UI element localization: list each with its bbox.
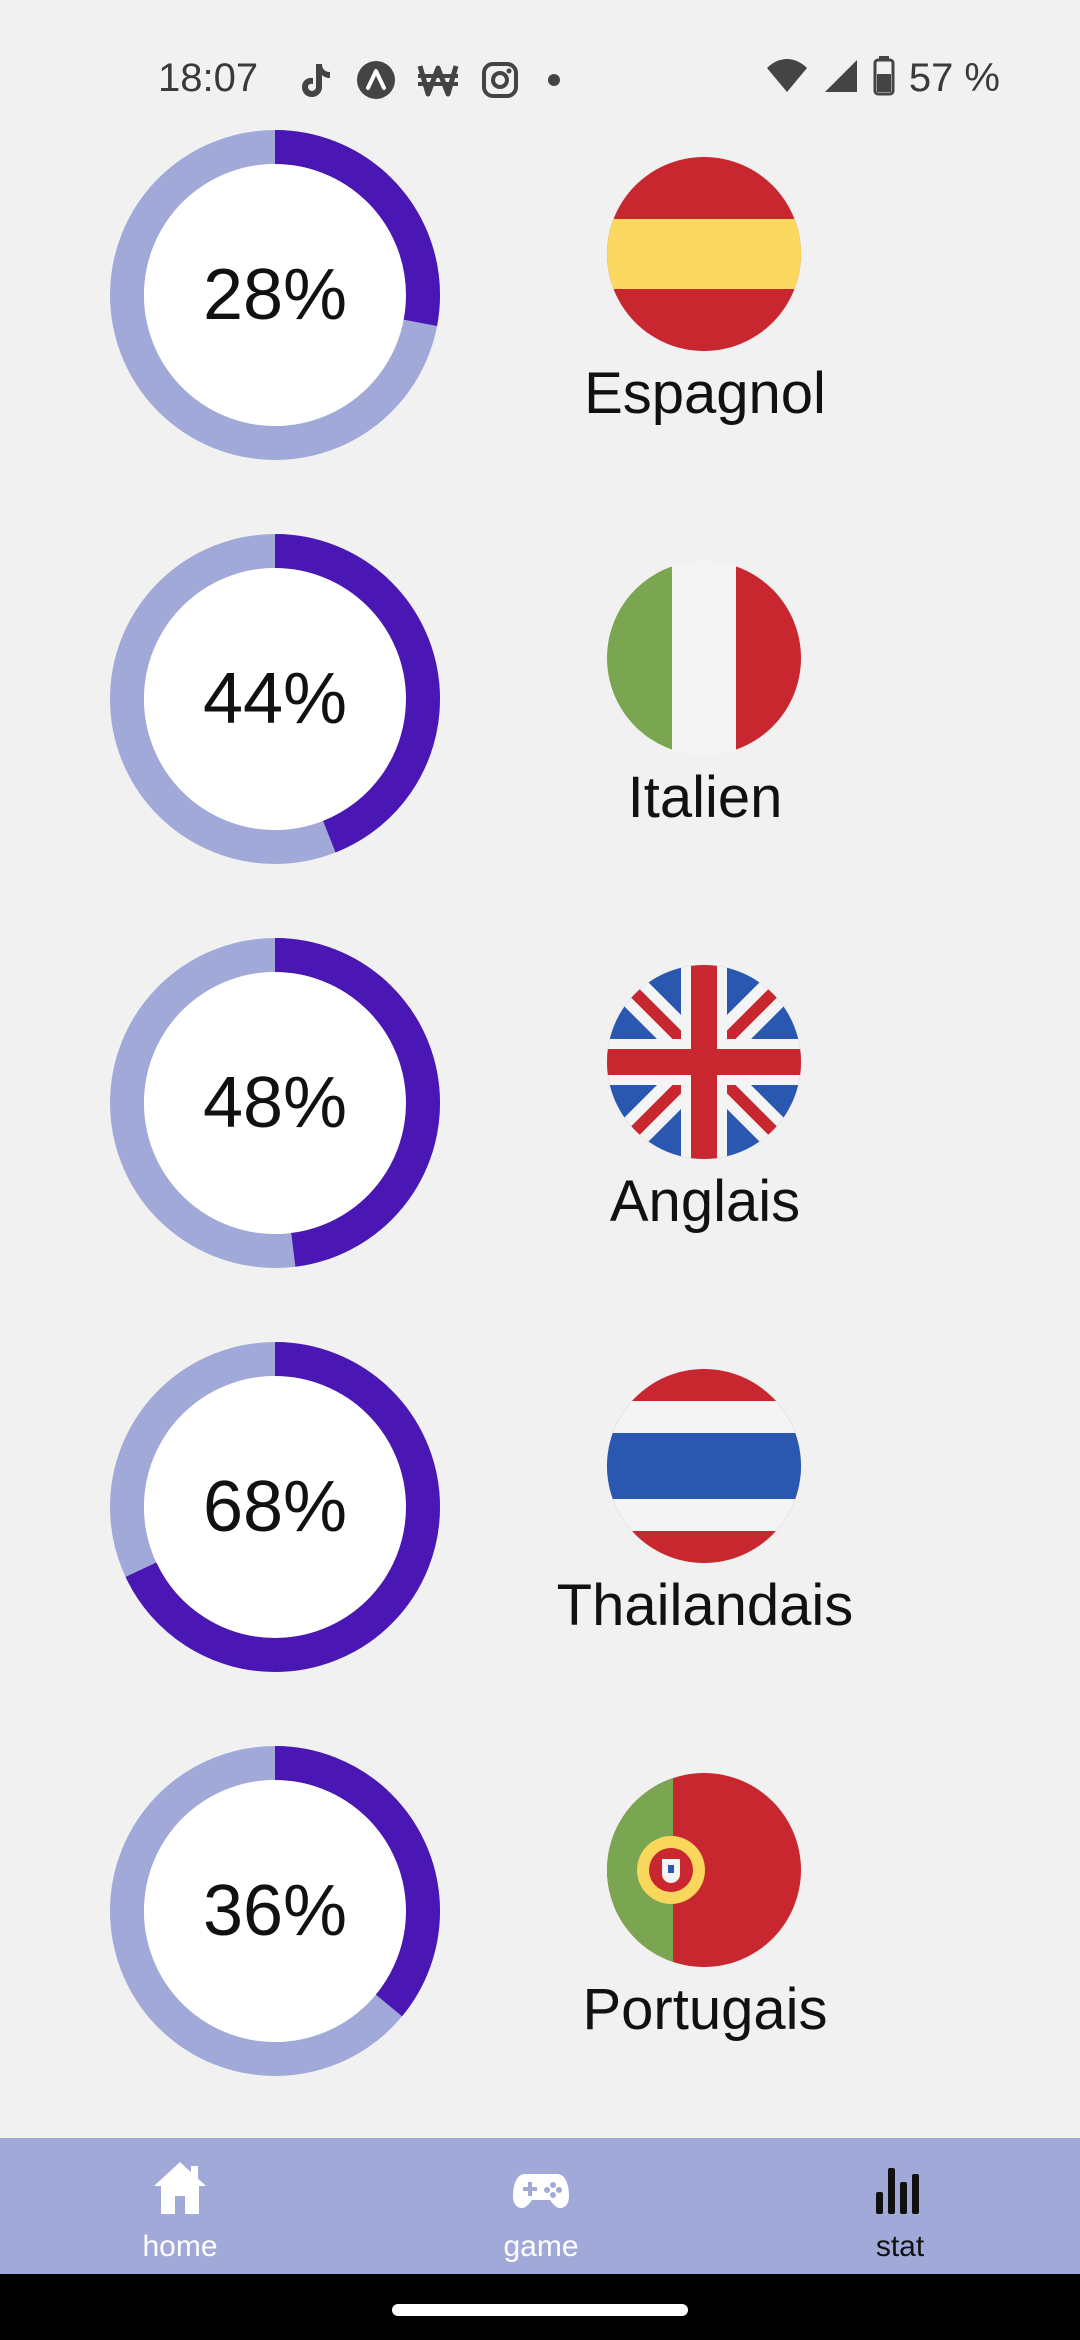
signal-icon (823, 58, 859, 99)
progress-ring (110, 1342, 440, 1672)
status-time: 18:07 (158, 56, 259, 100)
language-name: Espagnol (584, 361, 826, 426)
italy-flag-icon (607, 561, 801, 755)
language-name: Italien (627, 765, 783, 830)
progress-ring (110, 1746, 440, 2076)
progress-ring-center (144, 1376, 406, 1638)
status-bar: 18:07 57 % (0, 0, 1080, 160)
language-name: Anglais (609, 1169, 801, 1234)
nav-game-label: game (503, 2230, 579, 2263)
gesture-handle[interactable] (392, 2304, 688, 2316)
progress-ring-fill (110, 534, 440, 864)
tiktok-icon (292, 58, 336, 102)
progress-ring (110, 534, 440, 864)
bar-chart-icon (870, 2158, 930, 2218)
gamepad-icon (511, 2158, 571, 2218)
progress-ring-center (144, 568, 406, 830)
progress-ring-fill (110, 1342, 440, 1672)
nav-game-tab[interactable]: game (441, 2138, 641, 2274)
notification-icons (292, 58, 560, 102)
battery-percent: 57 % (908, 56, 1000, 100)
progress-ring-fill (110, 938, 440, 1268)
nav-stat-tab[interactable]: stat (800, 2138, 1000, 2274)
gesture-bar (0, 2274, 1080, 2340)
won-icon (416, 58, 460, 102)
system-icons: 57 % (765, 56, 1000, 101)
portugal-flag-icon (607, 1773, 801, 1967)
progress-ring (110, 130, 440, 460)
bottom-navigation: home game (0, 2138, 1080, 2274)
progress-ring-fill (110, 130, 440, 460)
progress-ring (110, 938, 440, 1268)
list-item: 44% Italien (0, 534, 1080, 939)
list-item: 68% Thailandais (0, 1342, 1080, 1747)
language-name: Thailandais (556, 1573, 854, 1638)
progress-percent: 36% (202, 1871, 348, 1951)
list-item: 28% Espagnol (0, 130, 1080, 535)
progress-percent: 44% (202, 659, 348, 739)
list-item: 36% Portugais (0, 1746, 1080, 2151)
progress-percent: 48% (202, 1063, 348, 1143)
list-item: 48% Anglais (0, 938, 1080, 1343)
progress-ring-center (144, 164, 406, 426)
progress-percent: 68% (202, 1467, 348, 1547)
nav-stat-label: stat (875, 2230, 925, 2263)
battery-icon (873, 56, 895, 101)
uk-flag-icon (607, 965, 801, 1159)
nav-home-label: home (142, 2230, 218, 2263)
thailand-flag-icon (607, 1369, 801, 1563)
spain-flag-icon (607, 157, 801, 351)
nav-home-tab[interactable]: home (80, 2138, 280, 2274)
progress-ring-center (144, 972, 406, 1234)
arc-icon (354, 58, 398, 102)
progress-ring-fill (110, 1746, 440, 2076)
more-notifications-dot (548, 74, 560, 86)
home-icon (150, 2158, 210, 2218)
progress-percent: 28% (202, 255, 348, 335)
progress-ring-center (144, 1780, 406, 2042)
language-name: Portugais (582, 1977, 828, 2042)
wifi-icon (765, 58, 809, 99)
instagram-icon (478, 58, 522, 102)
